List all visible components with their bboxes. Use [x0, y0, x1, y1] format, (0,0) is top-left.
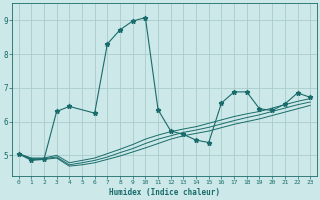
X-axis label: Humidex (Indice chaleur): Humidex (Indice chaleur)	[109, 188, 220, 197]
